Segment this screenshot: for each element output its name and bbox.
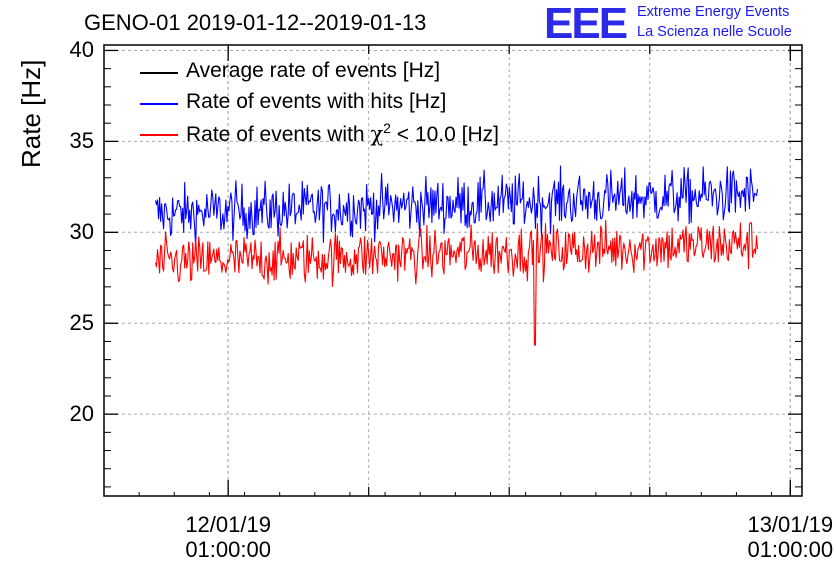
legend-chi2-prefix: Rate of events with bbox=[186, 123, 371, 146]
series-layer bbox=[154, 165, 759, 346]
legend-chi-symbol: χ bbox=[370, 122, 384, 146]
eee-logo: EEE bbox=[544, 0, 628, 48]
logo-line-1: Extreme Energy Events bbox=[637, 4, 790, 20]
logo-line-2: La Scienza nelle Scuole bbox=[637, 24, 792, 40]
x-tick-label: 13/01/19 01:00:00 bbox=[720, 512, 836, 562]
grid-lines bbox=[104, 45, 802, 496]
legend-item-avg: Average rate of events [Hz] bbox=[186, 59, 441, 82]
series-line-chi2 bbox=[154, 219, 759, 346]
y-tick-label: 30 bbox=[69, 219, 94, 245]
x-tick-date: 12/01/19 bbox=[185, 512, 271, 537]
legend-swatch-chi2 bbox=[140, 134, 178, 136]
legend-item-chi2: Rate of events with χ2 < 10.0 [Hz] bbox=[186, 120, 499, 147]
chart-title: GENO-01 2019-01-12--2019-01-13 bbox=[84, 10, 427, 35]
y-axis-label: Rate [Hz] bbox=[16, 59, 46, 168]
legend-swatch-avg bbox=[140, 72, 178, 74]
x-tick-time: 01:00:00 bbox=[185, 537, 271, 562]
axis-ticks bbox=[103, 45, 802, 496]
series-line-hits bbox=[154, 165, 759, 249]
legend-item-hits: Rate of events with hits [Hz] bbox=[186, 90, 447, 113]
x-tick-label: 12/01/19 01:00:00 bbox=[158, 512, 298, 562]
legend-chi-exponent: 2 bbox=[383, 120, 391, 136]
y-tick-label: 20 bbox=[69, 401, 94, 427]
x-tick-time: 01:00:00 bbox=[747, 537, 834, 562]
x-tick-date: 13/01/19 bbox=[747, 512, 834, 537]
y-tick-label: 35 bbox=[69, 128, 94, 154]
legend-chi2-suffix: < 10.0 [Hz] bbox=[390, 123, 499, 146]
plot-frame bbox=[103, 44, 803, 497]
legend-swatch-hits bbox=[140, 103, 178, 105]
y-tick-label: 25 bbox=[69, 310, 94, 336]
y-tick-label: 40 bbox=[69, 37, 94, 63]
